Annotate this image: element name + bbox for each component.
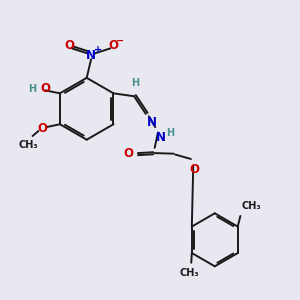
Text: N: N xyxy=(156,131,166,144)
Text: CH₃: CH₃ xyxy=(180,268,200,278)
Text: O: O xyxy=(40,82,50,95)
Text: CH₃: CH₃ xyxy=(242,201,262,211)
Text: N: N xyxy=(86,49,96,62)
Text: +: + xyxy=(94,46,102,56)
Text: O: O xyxy=(37,122,47,135)
Text: CH₃: CH₃ xyxy=(19,140,38,150)
Text: O: O xyxy=(64,39,74,52)
Text: H: H xyxy=(28,84,36,94)
Text: −: − xyxy=(116,36,124,46)
Text: N: N xyxy=(146,116,156,129)
Text: H: H xyxy=(166,128,174,138)
Text: H: H xyxy=(131,78,140,88)
Text: O: O xyxy=(189,163,200,176)
Text: O: O xyxy=(124,147,134,160)
Text: O: O xyxy=(108,39,118,52)
